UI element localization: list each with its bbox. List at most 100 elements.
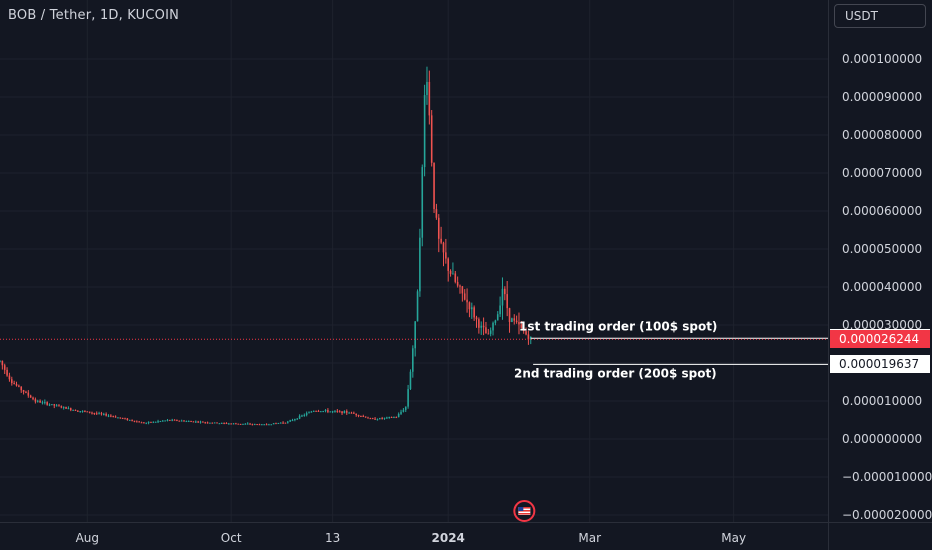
candle-body <box>239 423 242 425</box>
candle-body <box>258 424 261 426</box>
candle-body <box>322 410 324 412</box>
candle-body <box>27 392 30 396</box>
candle-body <box>334 410 336 412</box>
candle-body <box>98 413 100 415</box>
candle-body <box>402 409 405 412</box>
candle-body <box>6 369 8 376</box>
candle-body <box>95 413 98 415</box>
candle-body <box>412 348 414 372</box>
candle-body <box>388 416 391 418</box>
candle-body <box>91 412 93 414</box>
candles <box>0 66 532 426</box>
candle-body <box>46 402 48 405</box>
candle-body <box>393 417 395 419</box>
candle-body <box>8 375 11 380</box>
candle-body <box>308 412 310 414</box>
candle-body <box>41 402 44 404</box>
candle-body <box>329 411 332 413</box>
candle-body <box>494 320 497 323</box>
candle-body <box>312 410 315 412</box>
candle-body <box>527 334 530 340</box>
candle-body <box>159 421 162 423</box>
candle-body <box>386 417 388 419</box>
candle-body <box>187 421 190 423</box>
candle-body <box>397 413 400 418</box>
candle-body <box>348 412 350 414</box>
candle-body <box>72 409 74 411</box>
candle-body <box>459 285 461 287</box>
candle-body <box>230 423 232 425</box>
candle-body <box>39 400 41 403</box>
candle-body <box>69 408 72 411</box>
candle-body <box>296 418 299 420</box>
currency-button[interactable]: USDT <box>834 4 926 28</box>
candle-body <box>173 419 176 421</box>
candle-body <box>185 421 188 423</box>
candle-body <box>327 410 329 412</box>
candle-body <box>220 422 223 424</box>
candle-body <box>367 417 369 419</box>
candle-body <box>310 411 313 413</box>
price-tag: 0.000026244 <box>830 330 930 349</box>
candle-body <box>277 422 280 424</box>
candle-body <box>449 270 452 274</box>
candle-body <box>294 419 296 421</box>
order-2-label: 2nd trading order (200$ spot) <box>514 366 717 380</box>
candle-body <box>286 421 289 423</box>
candle-body <box>515 320 518 323</box>
candle-body <box>522 327 525 332</box>
candle-body <box>3 365 6 370</box>
candle-body <box>501 288 504 306</box>
candle-body <box>180 420 183 422</box>
candle-body <box>13 383 15 385</box>
y-tick-label: 0.000090000 <box>842 90 922 104</box>
y-tick-label: −0.000010000 <box>842 470 932 484</box>
candle-body <box>442 242 445 253</box>
candle-body <box>152 421 155 423</box>
x-tick-label: 2024 <box>432 531 465 545</box>
candle-body <box>426 81 428 96</box>
candle-body <box>409 371 412 390</box>
x-tick-label: Aug <box>76 531 99 545</box>
us-flag-icon[interactable] <box>513 500 536 522</box>
candle-body <box>303 414 306 416</box>
candle-body <box>475 317 478 320</box>
candle-body <box>218 423 221 425</box>
candle-body <box>143 422 145 424</box>
x-tick-label: May <box>721 531 746 545</box>
candle-body <box>284 422 287 424</box>
candle-body <box>506 294 508 309</box>
candle-body <box>121 417 124 419</box>
candle-body <box>298 415 301 419</box>
candle-body <box>199 421 202 423</box>
order-1-label: 1st trading order (100$ spot) <box>519 319 717 333</box>
candle-body <box>345 410 348 413</box>
y-tick-label: 0.000100000 <box>842 52 922 66</box>
candle-body <box>470 307 473 310</box>
candle-body <box>36 400 39 402</box>
candle-body <box>421 167 424 238</box>
candle-body <box>468 302 471 310</box>
candle-body <box>58 405 60 407</box>
candle-body <box>317 410 320 412</box>
candle-body <box>265 424 268 426</box>
candle-body <box>374 418 376 420</box>
candle-body <box>423 95 426 168</box>
candle-body <box>504 288 506 295</box>
candle-body <box>371 418 374 420</box>
candle-body <box>204 422 207 424</box>
candle-body <box>390 416 393 418</box>
candle-body <box>93 412 96 414</box>
candle-body <box>190 421 192 423</box>
candle-body <box>369 418 372 420</box>
candle-body <box>305 413 308 415</box>
candle-body <box>525 331 527 335</box>
y-tick-label: 0.000050000 <box>842 242 922 256</box>
candle-body <box>242 423 244 425</box>
grid <box>0 0 828 522</box>
candle-body <box>482 325 485 328</box>
candle-body <box>164 420 166 422</box>
candle-body <box>150 421 152 423</box>
